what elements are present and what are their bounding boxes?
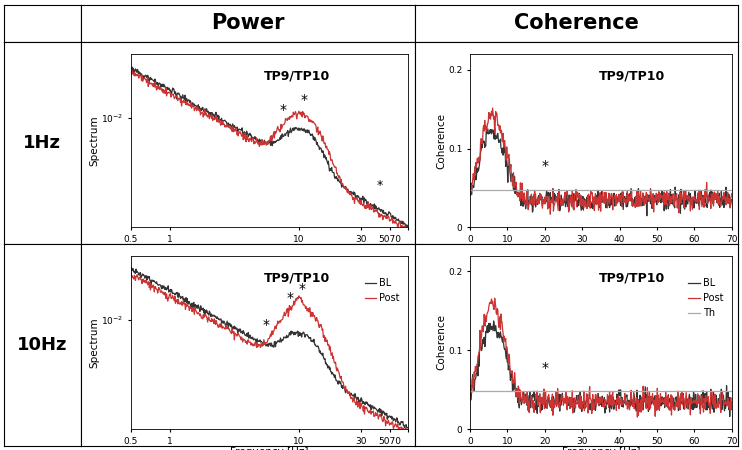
Text: 10Hz: 10Hz (17, 336, 68, 354)
Text: 1Hz: 1Hz (23, 134, 62, 152)
Text: Coherence: Coherence (514, 13, 639, 33)
Text: Power: Power (211, 13, 285, 33)
